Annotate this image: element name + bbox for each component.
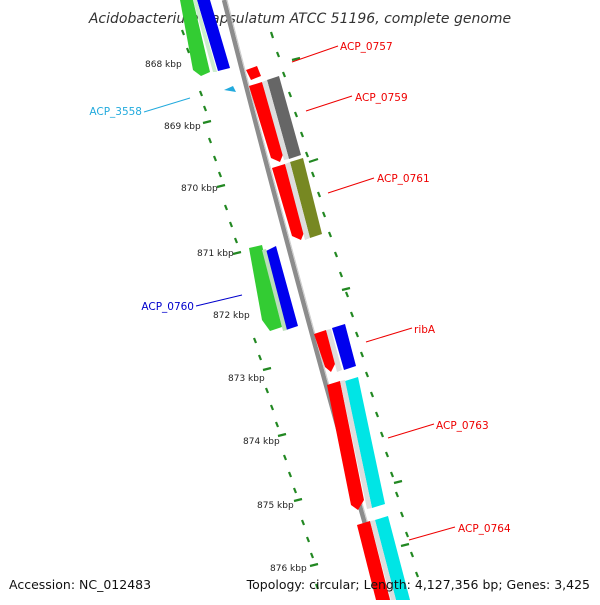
ruler-label: 868 kbp	[145, 60, 182, 70]
gene-highlight	[370, 520, 396, 600]
cog-bar	[264, 246, 298, 330]
cog-bar	[375, 516, 410, 600]
gene-highlight	[285, 162, 310, 240]
gene-highlight	[193, 0, 217, 72]
gene-arrow	[272, 164, 305, 240]
genome-summary-text: Topology: circular; Length: 4,127,356 bp…	[246, 577, 590, 592]
gene-label-acp-0764: ACP_0764	[458, 523, 511, 535]
ruler-label: 872 kbp	[213, 311, 250, 321]
ruler-labels: 868 kbp 869 kbp 870 kbp 871 kbp 872 kbp …	[145, 60, 307, 574]
ruler-label: 874 kbp	[243, 437, 280, 447]
reverse-strand-features	[180, 0, 298, 331]
gene-highlight	[262, 80, 289, 160]
outer-tick-ring	[269, 31, 420, 578]
map-title: Acidobacterium capsulatum ATCC 51196, co…	[88, 11, 511, 27]
accession-text: Accession: NC_012483	[9, 577, 152, 592]
gene-label-riba: ribA	[414, 324, 436, 336]
gene-arrow	[314, 330, 336, 372]
cog-bar	[290, 158, 322, 238]
gene-label-acp-0761: ACP_0761	[377, 173, 430, 185]
gene-label-acp-3558: ACP_3558	[89, 106, 142, 118]
gene-label-acp-0757: ACP_0757	[340, 41, 393, 53]
forward-strand-features	[246, 66, 410, 600]
gene-label-acp-0763: ACP_0763	[436, 420, 489, 432]
gene-arrow	[327, 381, 364, 510]
cog-bar	[345, 377, 385, 508]
gene-labels: ACP_0757 ACP_0759 ACP_0761 ribA ACP_0763…	[89, 41, 511, 535]
ruler-label: 869 kbp	[164, 122, 201, 132]
inner-tick-ring	[180, 29, 320, 590]
gene-arrow	[249, 245, 282, 331]
ruler-label: 873 kbp	[228, 374, 265, 384]
cog-bar	[197, 0, 230, 71]
gene-highlight	[326, 329, 342, 372]
gene-highlight	[340, 380, 372, 509]
ruler-label: 870 kbp	[181, 184, 218, 194]
gene-label-acp-0760: ACP_0760	[141, 301, 194, 313]
gene-arrow	[249, 82, 284, 162]
small-feature-arrow	[224, 86, 236, 92]
ruler-label: 875 kbp	[257, 501, 294, 511]
ruler-label: 876 kbp	[270, 564, 307, 574]
gene-arrow	[246, 66, 261, 80]
gene-highlight	[262, 249, 287, 331]
cog-bar	[332, 324, 356, 370]
gene-arrow	[357, 521, 390, 600]
label-leaders	[143, 45, 456, 541]
gene-label-acp-0759: ACP_0759	[355, 92, 408, 104]
gene-arrow	[180, 0, 210, 76]
cog-bar	[267, 76, 301, 159]
ruler-label: 871 kbp	[197, 249, 234, 259]
